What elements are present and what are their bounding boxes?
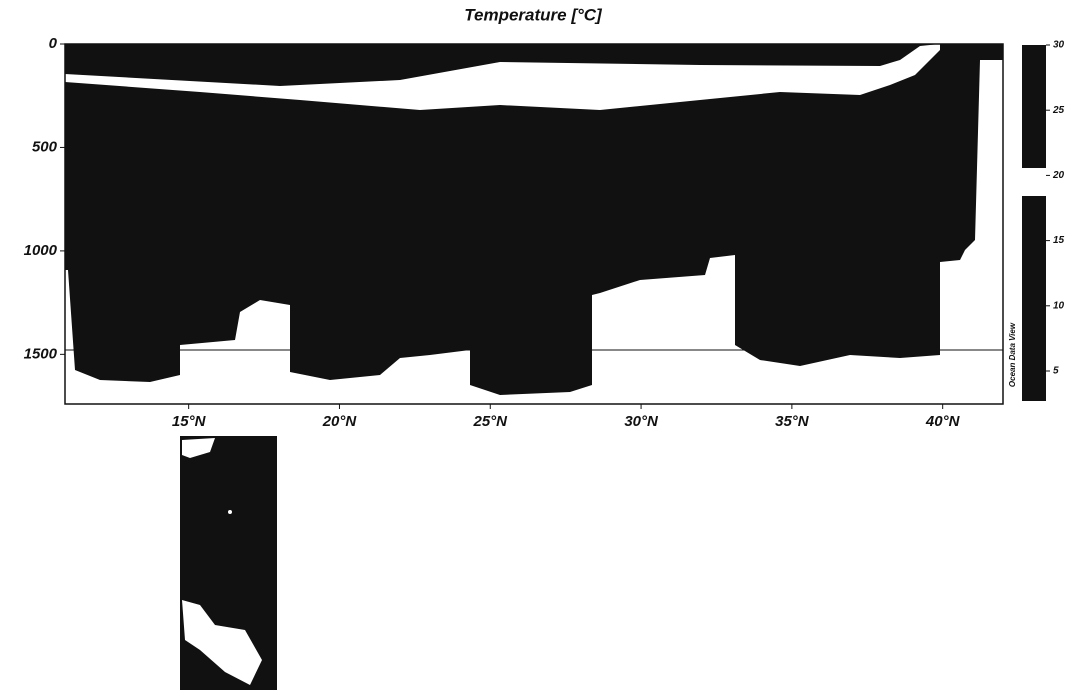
section-field	[64, 43, 1004, 405]
y-tick-label: 0	[49, 35, 58, 52]
colorbar-tick-label: 25	[1052, 105, 1065, 116]
x-tick-label: 40°N	[925, 413, 961, 430]
y-tick-label: 1500	[24, 345, 58, 362]
x-tick-label: 20°N	[322, 413, 358, 430]
field-light-band	[65, 44, 940, 110]
y-tick-label: 500	[32, 138, 58, 155]
chart-title: Temperature [°C]	[464, 5, 603, 24]
x-tick-label: 15°N	[172, 413, 207, 430]
inset-land	[182, 438, 215, 458]
x-tick-label: 30°N	[624, 413, 659, 430]
plot-frame	[64, 43, 1004, 405]
colorbar-tick-label: 5	[1053, 366, 1059, 377]
inset-point	[228, 510, 232, 514]
field-dark	[65, 44, 1003, 395]
x-tick-label: 35°N	[775, 413, 810, 430]
colorbar	[1022, 45, 1046, 401]
y-tick-label: 1000	[24, 242, 58, 259]
colorbar-upper	[1022, 45, 1046, 168]
colorbar-tick-label: 30	[1053, 40, 1065, 51]
watermark: Ocean Data View	[1008, 322, 1017, 387]
colorbar-tick-label: 20	[1052, 170, 1065, 181]
inset-map	[180, 436, 277, 690]
inset-land	[182, 600, 262, 685]
colorbar-tick-label: 10	[1053, 300, 1065, 311]
colorbar-lower	[1022, 196, 1046, 401]
colorbar-tick-label: 15	[1053, 235, 1065, 246]
x-tick-label: 25°N	[473, 413, 509, 430]
